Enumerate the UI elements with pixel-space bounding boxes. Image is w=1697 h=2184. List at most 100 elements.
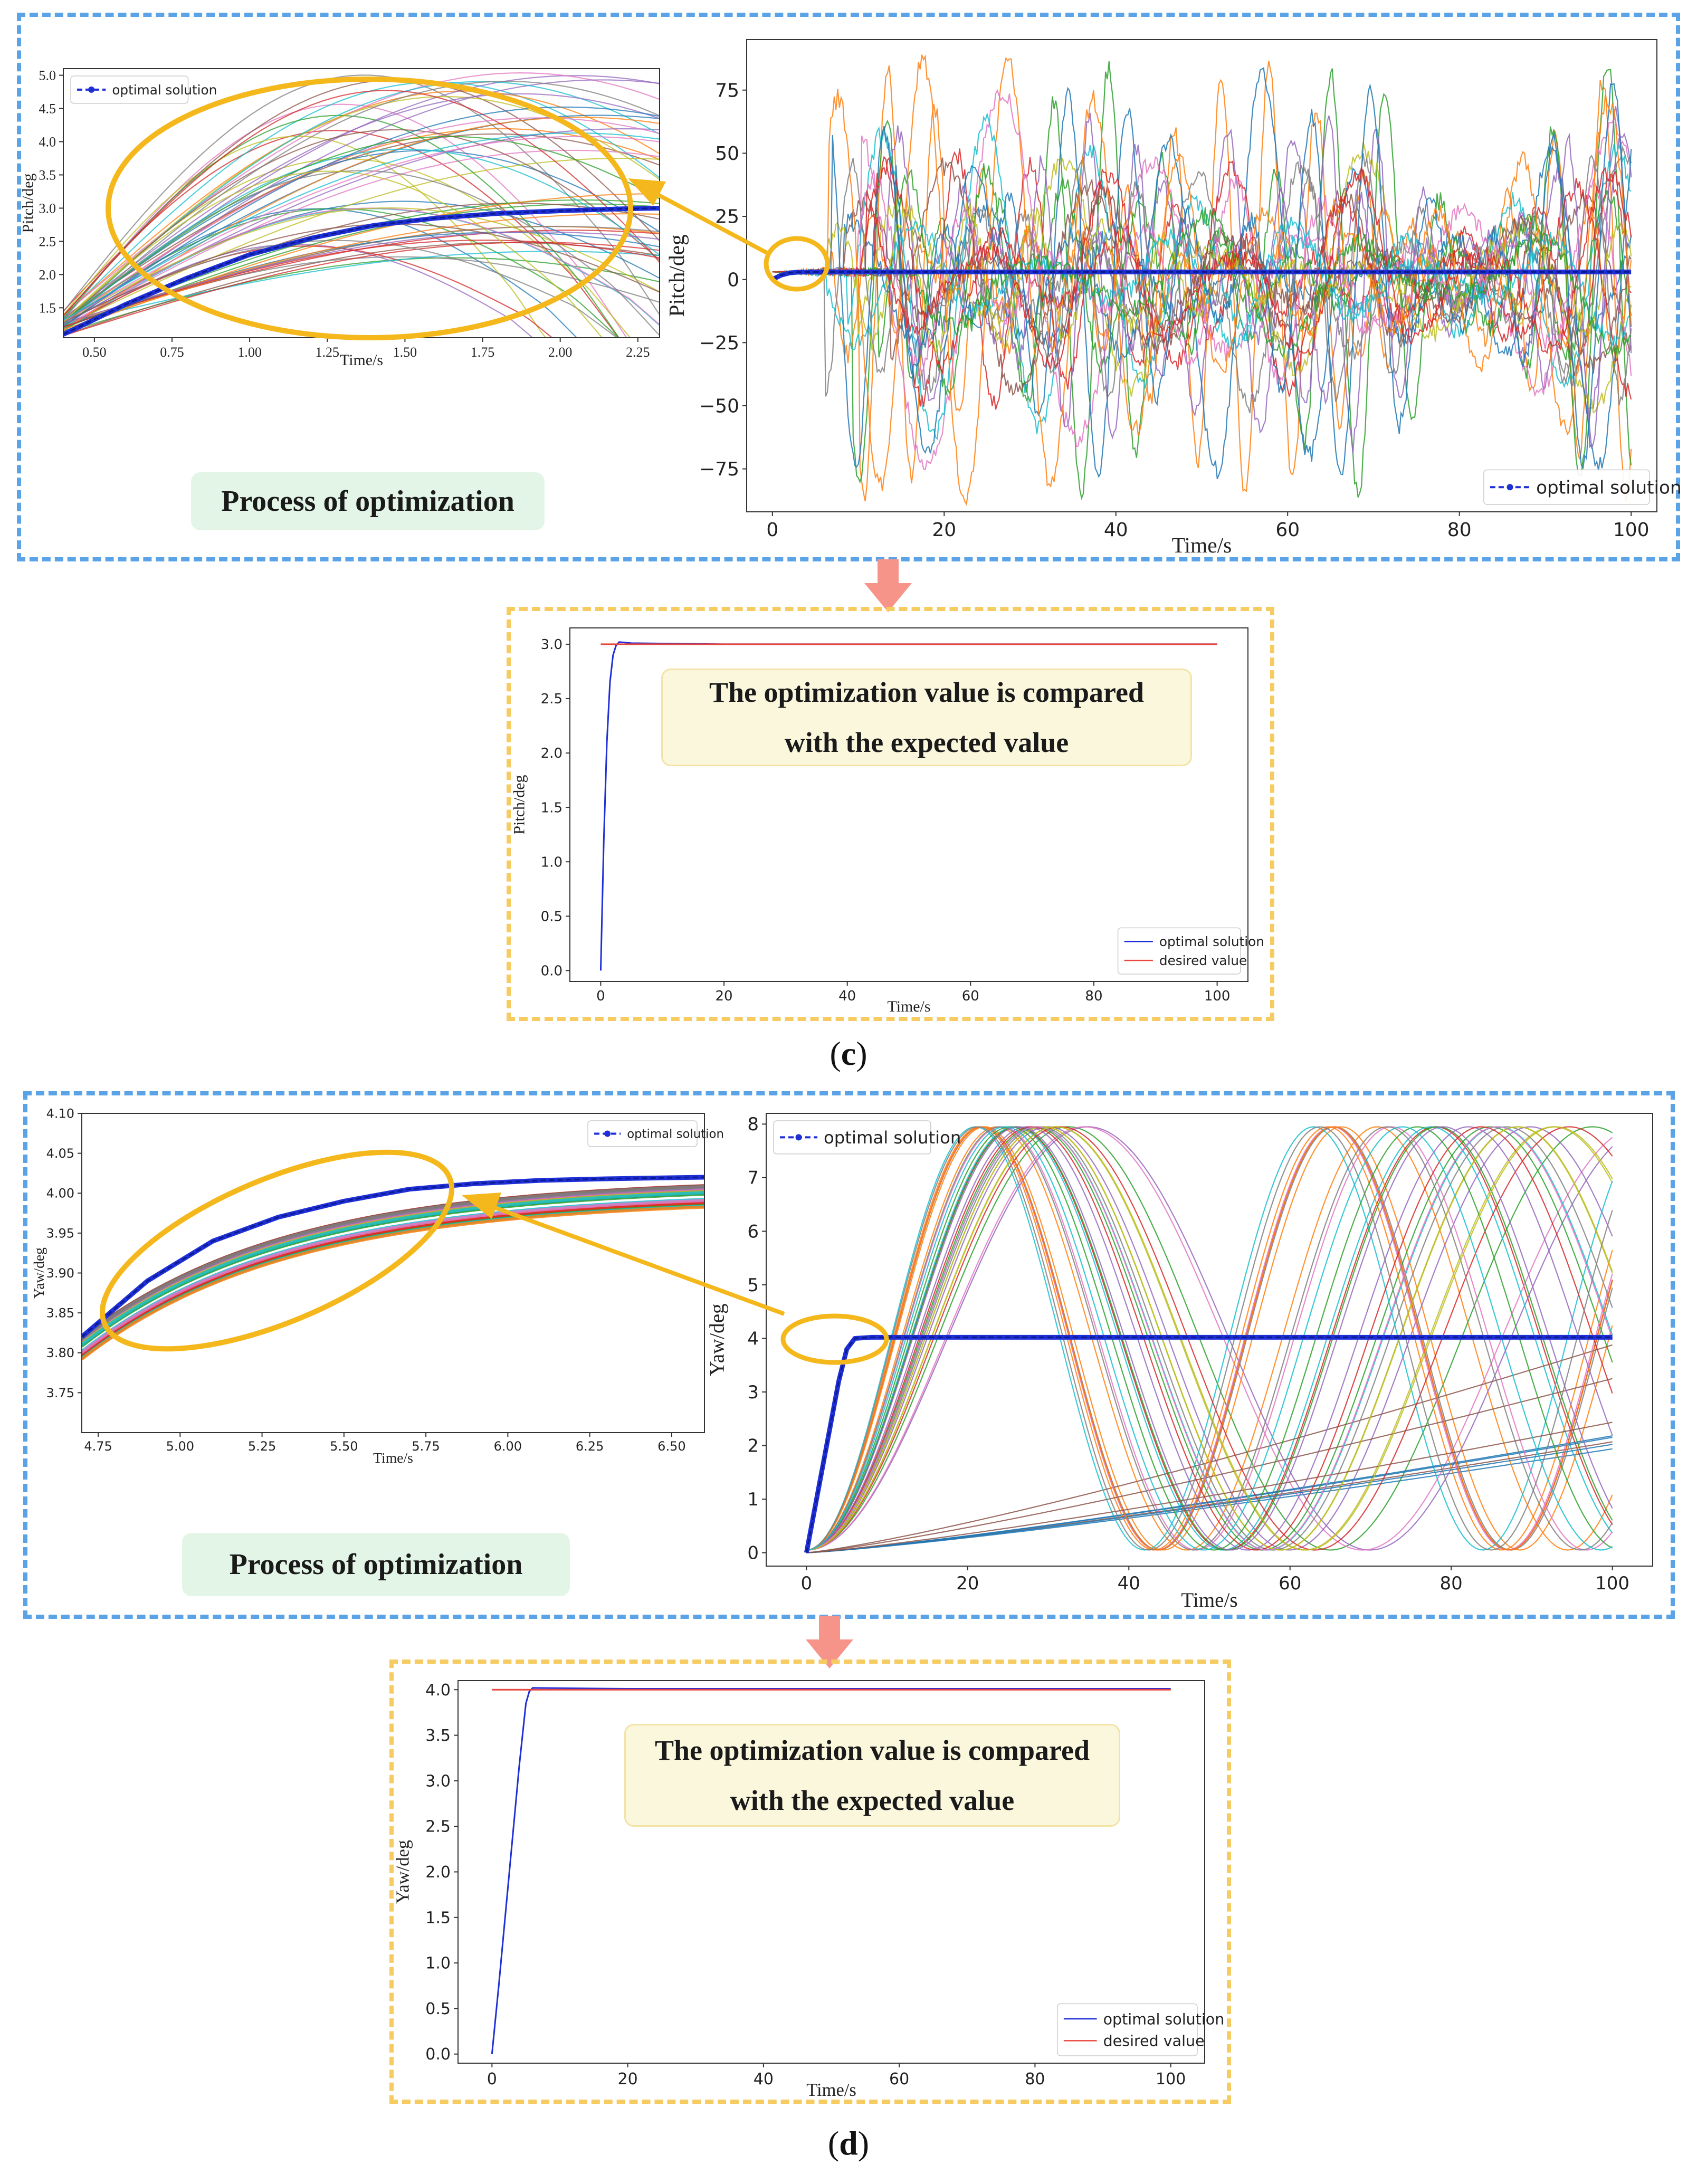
caption-d-open: ( (827, 2124, 840, 2162)
yaw_full-xtick-label: 20 (956, 1573, 979, 1594)
compare-note-d: The optimization value is compared with t… (624, 1724, 1120, 1827)
pitch_zoom-ytick-label: 3.5 (39, 168, 56, 183)
yaw-process-frame (23, 1091, 1675, 1619)
yaw_full-candidate-line (806, 1126, 1613, 1551)
pitch_full-axes-frame (746, 39, 1657, 512)
yaw_full-candidate-line (806, 1126, 1613, 1551)
yaw_zoom-xtick-label: 5.00 (166, 1439, 194, 1454)
yaw_zoom-xtick-label: 4.75 (84, 1439, 112, 1454)
yaw_compare-plot (491, 1687, 1171, 2054)
yaw_zoom-ytick-label: 4.05 (46, 1146, 74, 1161)
yaw_full-ytick-label: 1 (747, 1489, 759, 1510)
yaw_zoom-xtick-label: 6.00 (494, 1439, 522, 1454)
pitch_full-ytick-label: 50 (715, 143, 739, 165)
pitch_zoom-ytick-label: 4.5 (39, 101, 56, 117)
yaw_compare-ytick-label: 0.0 (425, 2045, 451, 2064)
yaw_zoom-ytick-label: 3.90 (46, 1266, 74, 1281)
pitch_zoom-xlabel: Time/s (340, 351, 383, 369)
pitch_full-xtick-label: 20 (932, 519, 956, 541)
pitch_compare-ytick-label: 1.0 (541, 854, 563, 870)
yaw_full-candidate-line (806, 1126, 1613, 1551)
yaw_compare-ytick-label: 1.5 (425, 1909, 451, 1927)
pitch_compare-ytick-label: 3.0 (541, 637, 563, 653)
caption-c-close: ) (856, 1035, 867, 1072)
pitch_zoom-ytick-label: 1.5 (39, 300, 56, 316)
yaw_zoom-axes-frame (81, 1113, 705, 1433)
yaw_full-candidate-line (806, 1126, 1613, 1551)
pitch_compare-xtick-label: 0 (596, 988, 605, 1004)
yaw_compare-ytick-label: 3.0 (425, 1772, 451, 1790)
compare-note-d-line2: with the expected value (730, 1784, 1015, 1816)
compare-note-c-line1: The optimization value is compared (709, 676, 1144, 708)
yaw_compare-ytick-label: 3.5 (425, 1727, 451, 1745)
pitch_zoom-svg: 0.50 0.75 1.00 1.25 1.50 1.75 2.00 2.25 1.5 2.0 2.… (19, 68, 660, 369)
pitch_compare-axes-frame (569, 627, 1248, 982)
yaw_full-plot (804, 1126, 1613, 1553)
yaw_zoom-xtick-label: 5.50 (330, 1439, 358, 1454)
pitch_full-candidate-line (772, 83, 1632, 479)
yaw-zoom-chart: 4.75 5.00 5.25 5.50 5.75 6.00 6.25 6.50 3.75 3.80… (29, 1103, 724, 1467)
yaw_zoom-xlabel: Time/s (373, 1449, 413, 1466)
pitch_full-plot (771, 54, 1632, 506)
pitch_zoom-xtick-label: 0.50 (82, 345, 107, 360)
yaw_full-candidate-line (806, 1126, 1613, 1551)
pitch_compare-legend: optimal solution desired value (1117, 927, 1264, 975)
yaw_compare-series-optimal (491, 1687, 1171, 2054)
yaw_full-candidate-line (806, 1126, 1613, 1551)
yaw_compare-xtick-label: 0 (487, 2070, 497, 2088)
compare-note-c: The optimization value is compared with t… (661, 669, 1192, 766)
yaw_compare-ylabel: Yaw/deg (393, 1840, 413, 1904)
pitch_zoom-xtick-label: 0.75 (160, 345, 184, 360)
yaw_full-candidate-line (806, 1126, 1613, 1551)
pitch_zoom-ytick-label: 4.0 (39, 135, 56, 150)
process-optimization-label-c: Process of optimization (191, 472, 545, 530)
yaw_zoom-candidate-line (82, 1199, 704, 1354)
pitch_zoom-xtick-label: 1.25 (316, 345, 340, 360)
yaw_zoom-plot (82, 1175, 704, 1361)
yaw_full-legend-label: optimal solution (824, 1128, 961, 1148)
yaw-full-chart: 0 20 40 60 80 100 0 1 2 3 4 5 6 7 8 Time/s Yaw/deg optima… (706, 1107, 1662, 1611)
yaw_full-candidate-line (806, 1126, 1613, 1551)
compare-note-d-line1: The optimization value is compared (654, 1734, 1090, 1766)
yaw_full-ytick-label: 6 (747, 1221, 759, 1242)
pitch_full-candidate-line (772, 67, 1632, 479)
yaw_full-ytick-label: 3 (747, 1382, 759, 1403)
pitch_zoom-candidate-line (63, 74, 660, 316)
pitch_full-candidate-line (772, 148, 1632, 410)
compare-note-c-line2: with the expected value (784, 726, 1069, 758)
yaw_full-ytick-label: 7 (747, 1168, 759, 1189)
pitch_full-ytick-label: −50 (699, 396, 739, 417)
yaw_full-candidate-line (806, 1435, 1613, 1553)
yaw_compare-xtick-label: 40 (754, 2070, 774, 2088)
yaw_compare-ytick-label: 2.5 (425, 1818, 451, 1836)
pitch_full-ytick-label: 25 (715, 206, 739, 228)
pitch_compare-ytick-label: 2.0 (541, 746, 563, 761)
yaw_full-candidate-line (806, 1126, 1613, 1551)
pitch_full-candidate-line (772, 207, 1632, 357)
yaw_full-candidate-line (806, 1126, 1613, 1551)
yaw_full-xtick-label: 60 (1279, 1573, 1301, 1594)
pitch_compare-xtick-label: 40 (838, 988, 856, 1004)
pitch_full-svg: 0 20 40 60 80 100 −75 −50 −25 0 25 50 75 Time/s Pitch/… (664, 39, 1682, 557)
pitch_zoom-legend: optimal solution (70, 75, 217, 104)
yaw_compare-ytick-label: 4.0 (425, 1681, 451, 1700)
yaw_compare-legend-box (1057, 2003, 1198, 2056)
yaw_compare-xlabel: Time/s (806, 2080, 856, 2100)
pitch_zoom-candidate-line (63, 93, 660, 320)
pitch_full-legend-box (1483, 469, 1650, 505)
pitch_zoom-ytick-label: 5.0 (39, 68, 56, 83)
yaw_zoom-ytick-label: 4.10 (46, 1106, 74, 1121)
yaw_full-xtick-label: 80 (1440, 1573, 1463, 1594)
yaw_zoom-legend-label: optimal solution (627, 1128, 724, 1141)
pitch_zoom-legend-marker (88, 86, 95, 93)
process-optimization-label-d: Process of optimization (182, 1533, 570, 1596)
pitch_full-candidate-line (772, 169, 1632, 385)
yaw-compare-frame (389, 1660, 1231, 2104)
pitch-compare-frame (507, 607, 1274, 1021)
yaw_full-candidate-line (806, 1126, 1613, 1551)
pitch-full-chart: 0 20 40 60 80 100 −75 −50 −25 0 25 50 75 Time/s Pitch/… (660, 29, 1682, 557)
pitch_compare-ytick-label: 2.5 (541, 691, 563, 707)
pitch_zoom-ylabel: Pitch/deg (19, 173, 36, 233)
pitch_full-xlabel: Time/s (1172, 533, 1232, 557)
yaw_full-candidate-line (806, 1126, 1613, 1551)
